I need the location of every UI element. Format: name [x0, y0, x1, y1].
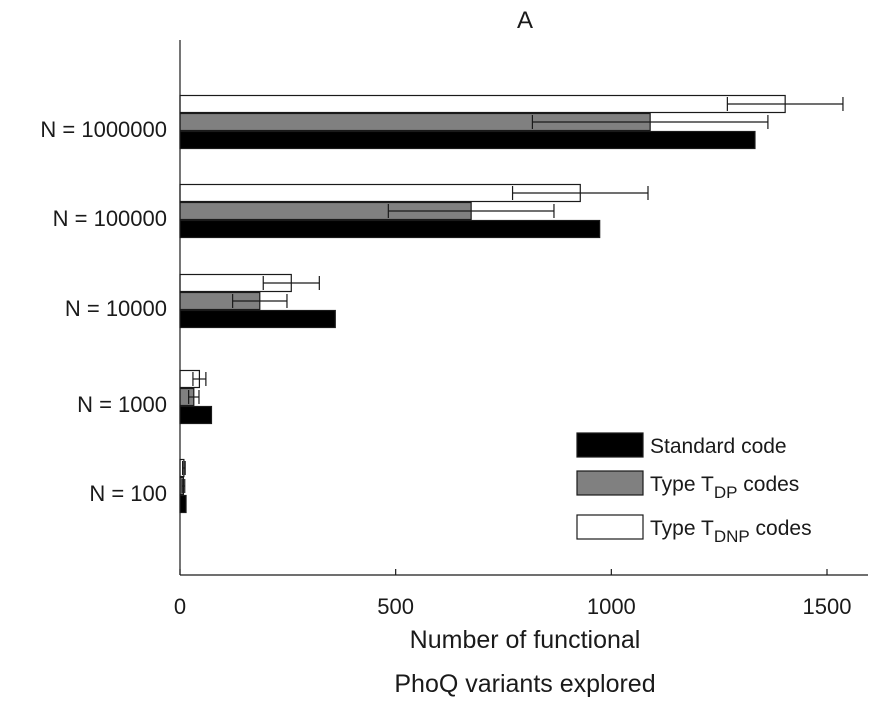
- legend-swatch: [576, 470, 644, 496]
- bar-standard: [179, 219, 601, 239]
- legend: Standard code Type TDP codes Type TDNP cod…: [576, 432, 812, 546]
- legend-label: Type TDNP codes: [650, 517, 812, 546]
- legend-label: Type TDP codes: [650, 473, 799, 502]
- legend-swatch: [576, 514, 644, 540]
- category-labels: N = 100 N = 1000 N = 10000 N = 100000 N = 10…: [40, 117, 167, 506]
- category-label: N = 1000000: [40, 117, 167, 142]
- chart-title: A: [517, 7, 533, 34]
- x-tick-label: 1500: [803, 594, 852, 619]
- category-label: N = 1000: [77, 392, 167, 417]
- category-label: N = 10000: [65, 296, 167, 321]
- legend-swatch: [576, 432, 644, 458]
- category-label: N = 100000: [53, 206, 167, 231]
- x-tick-label: 1000: [587, 594, 636, 619]
- category-label: N = 100: [89, 481, 167, 506]
- x-axis: 0 500 1000 1500: [174, 40, 868, 619]
- bar-type-tdnp: [179, 94, 786, 114]
- x-tick-label: 0: [174, 594, 186, 619]
- bar-standard: [179, 309, 336, 329]
- bar-standard: [179, 494, 187, 514]
- x-axis-label-line-1: Number of functional: [410, 626, 641, 654]
- legend-label: Standard code: [650, 435, 787, 458]
- x-tick-label: 500: [377, 594, 414, 619]
- x-axis-label-line-2: PhoQ variants explored: [394, 670, 655, 698]
- bar-standard: [179, 405, 213, 425]
- bar-standard: [179, 130, 756, 150]
